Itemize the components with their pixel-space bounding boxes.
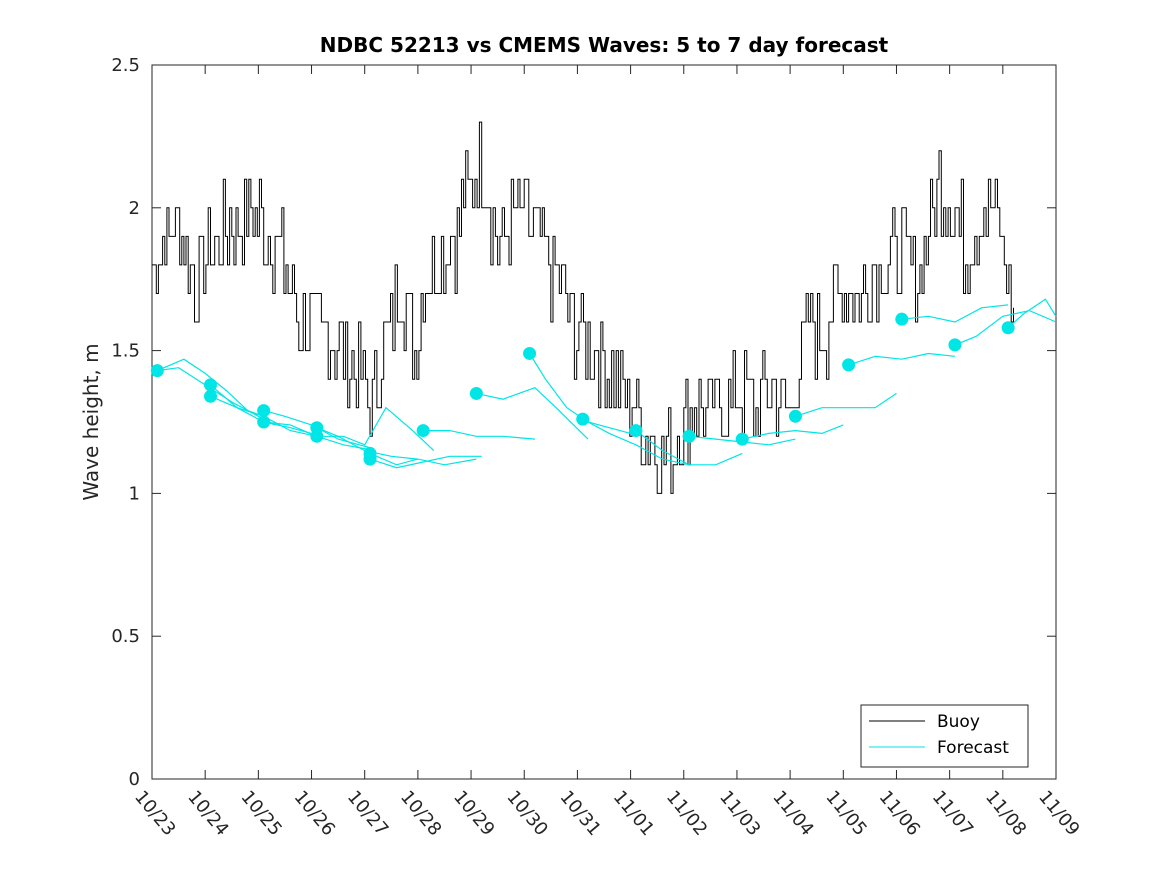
forecast-start-marker — [150, 364, 164, 378]
forecast-start-markers — [150, 312, 1015, 466]
x-tick-label: 11/01 — [609, 787, 658, 840]
forecast-start-marker — [735, 432, 749, 446]
forecast-start-marker — [363, 452, 377, 466]
forecast-start-marker — [203, 389, 217, 403]
forecast-run-16 — [742, 424, 844, 440]
forecast-start-marker — [1001, 321, 1015, 335]
chart-title: NDBC 52213 vs CMEMS Waves: 5 to 7 day fo… — [320, 33, 889, 57]
x-tick-label: 11/09 — [1034, 787, 1083, 840]
forecast-start-marker — [682, 429, 696, 443]
buoy-line — [152, 121, 1014, 494]
x-tick-label: 10/28 — [396, 787, 445, 840]
plot-area — [151, 64, 1057, 780]
y-axis-label: Wave height, m — [79, 343, 103, 500]
forecast-start-marker — [523, 346, 537, 360]
forecast-start-marker — [257, 415, 271, 429]
y-tick-label: 0.5 — [111, 626, 140, 647]
x-tick-label: 11/05 — [821, 787, 870, 840]
x-tick-label: 11/08 — [981, 787, 1030, 840]
x-tick-label: 10/29 — [449, 787, 498, 840]
x-tick-label: 10/24 — [183, 787, 232, 840]
forecast-run-18 — [848, 352, 956, 366]
x-tick-label: 11/03 — [715, 787, 764, 840]
x-tick-label: 10/23 — [130, 787, 179, 840]
forecast-start-marker — [629, 424, 643, 438]
x-tick-label: 11/07 — [928, 787, 977, 840]
x-tick-label: 10/25 — [237, 787, 286, 840]
y-tick-label: 1 — [129, 483, 140, 504]
forecast-run-9 — [369, 455, 482, 469]
forecast-run-14 — [635, 430, 743, 466]
x-tick-label: 10/26 — [290, 787, 339, 840]
forecast-run-13 — [582, 418, 690, 466]
forecast-run-19 — [901, 304, 1009, 323]
y-tick-label: 2 — [129, 198, 140, 219]
x-tick-label: 11/06 — [875, 787, 924, 840]
forecast-run-7 — [316, 406, 435, 452]
forecast-start-marker — [788, 409, 802, 423]
legend-box — [860, 704, 1029, 768]
forecast-start-marker — [948, 338, 962, 352]
legend-buoy-label: Buoy — [937, 712, 980, 732]
forecast-start-marker — [257, 404, 271, 418]
forecast-run-11 — [476, 387, 589, 440]
y-tick-label: 2.5 — [111, 55, 140, 76]
forecast-start-marker — [203, 378, 217, 392]
buoy-series — [152, 121, 1014, 494]
y-axis: 0 0.5 1 1.5 2 2.5 — [111, 55, 1056, 790]
x-tick-label: 11/02 — [662, 787, 711, 840]
forecast-run-8 — [369, 452, 477, 466]
legend-forecast-label: Forecast — [937, 738, 1009, 758]
forecast-run-20 — [954, 309, 1057, 346]
forecast-start-marker — [416, 424, 430, 438]
forecast-start-marker — [842, 358, 856, 372]
x-tick-label: 11/04 — [768, 787, 817, 840]
x-tick-label: 10/31 — [556, 787, 605, 840]
forecast-start-marker — [310, 429, 324, 443]
y-tick-label: 1.5 — [111, 341, 140, 362]
forecast-start-marker — [576, 412, 590, 426]
x-tick-label: 10/27 — [343, 787, 392, 840]
forecast-start-marker — [895, 312, 909, 326]
forecast-start-marker — [469, 386, 483, 400]
forecast-run-10 — [423, 430, 535, 440]
legend: Buoy Forecast — [860, 704, 1029, 768]
forecast-run-17 — [795, 392, 897, 417]
forecast-run-12 — [529, 353, 631, 434]
x-tick-label: 10/30 — [502, 787, 551, 840]
y-tick-label: 0 — [129, 769, 140, 790]
forecast-run-21 — [1007, 298, 1057, 329]
